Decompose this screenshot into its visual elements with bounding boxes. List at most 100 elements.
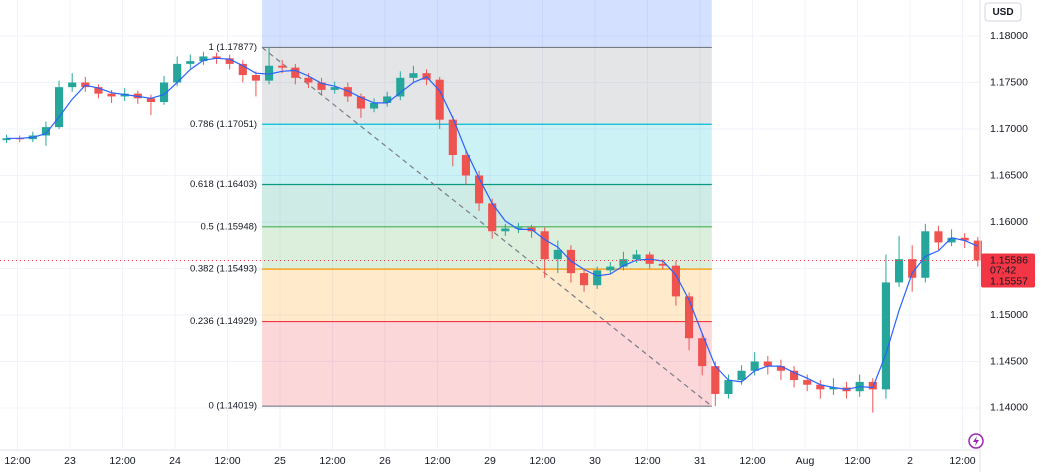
candle-body: [934, 231, 943, 243]
fib-level-label: 1 (1.17877): [208, 42, 257, 53]
candle-body: [488, 203, 497, 232]
x-tick-label: 29: [484, 455, 496, 467]
candle-body: [671, 265, 681, 297]
candle-body: [238, 63, 247, 76]
candle-body: [606, 266, 615, 271]
candle-body: [776, 366, 786, 371]
candle-body: [317, 82, 326, 90]
fib-level-label: 0.786 (1.17051): [190, 119, 257, 130]
candle-body: [159, 82, 169, 103]
candle-body: [711, 366, 720, 395]
x-tick-label: 12:00: [844, 455, 870, 467]
candle-body: [186, 61, 195, 64]
fib-extension-band: [262, 0, 712, 48]
candle-body: [343, 87, 352, 97]
candle-body: [540, 231, 549, 260]
x-tick-label: 23: [64, 455, 76, 467]
last-price-box: [981, 253, 1035, 288]
x-tick-label: 24: [169, 455, 181, 467]
candle-body: [973, 240, 982, 261]
candles: [2, 47, 982, 413]
candle-body: [409, 73, 418, 78]
y-tick-label: 1.14000: [990, 402, 1028, 414]
candle-body: [461, 155, 471, 176]
candle-body: [579, 273, 589, 286]
candle-body: [803, 380, 812, 385]
candle-body: [789, 370, 799, 381]
x-tick-label: 12:00: [214, 455, 240, 467]
candle-body: [146, 98, 156, 103]
candle-body: [593, 270, 602, 286]
candle-body: [173, 63, 182, 83]
x-tick-label: 30: [589, 455, 601, 467]
moving-average: [6, 57, 979, 391]
candle-body: [881, 282, 891, 390]
candle-body: [291, 67, 300, 78]
candle-body: [501, 228, 510, 232]
fib-band: [262, 269, 712, 322]
candle-body: [94, 87, 103, 94]
candle-body: [921, 231, 930, 278]
last-price-label: 1.15586: [990, 254, 1028, 266]
candle-body: [829, 387, 838, 390]
currency-box[interactable]: [984, 2, 1022, 22]
y-tick-label: 1.18000: [990, 30, 1028, 42]
fib-band: [262, 226, 712, 270]
x-tick-label: 12:00: [319, 455, 345, 467]
candle-body: [369, 102, 379, 109]
fib-level-label: 0 (1.14019): [208, 401, 257, 412]
candle-body: [225, 58, 234, 64]
x-tick-label: 26: [379, 455, 391, 467]
bolt-icon[interactable]: [968, 433, 984, 449]
fib-retracement: 1 (1.17877) 0.786 (1.17051) 0.618 (1.16403…: [190, 0, 713, 412]
candle-body: [396, 77, 405, 97]
candle-body: [737, 370, 746, 381]
x-tick-label: 12:00: [424, 455, 450, 467]
candle-body: [619, 259, 628, 267]
candle-body: [264, 65, 274, 81]
fib-level-label: 0.382 (1.15493): [190, 264, 257, 275]
candle-body: [68, 82, 77, 88]
fib-band: [262, 321, 712, 407]
fib-level-label: 0.618 (1.16403): [190, 179, 257, 190]
candle-body: [54, 87, 64, 128]
candle-body: [698, 338, 707, 367]
fib-band: [262, 184, 712, 227]
y-tick-label: 1.16500: [990, 169, 1028, 181]
candle-body: [658, 263, 667, 266]
y-tick-label: 1.16000: [990, 216, 1028, 228]
fib-level-label: 0.5 (1.15948): [201, 221, 258, 232]
candle-body: [212, 56, 221, 59]
x-tick-label: 12:00: [949, 455, 975, 467]
candle-body: [816, 384, 825, 390]
countdown-label: 07:42: [990, 264, 1016, 276]
candle-body: [304, 77, 313, 83]
candle-body: [330, 87, 339, 90]
y-tick-label: 1.15000: [990, 309, 1028, 321]
y-tick-label: 1.17000: [990, 123, 1028, 135]
candle-body: [514, 227, 523, 229]
x-tick-label: Aug: [796, 455, 815, 467]
x-tick-label: 2: [907, 455, 913, 467]
y-tick-label: 1.17500: [990, 76, 1028, 88]
fib-band: [262, 47, 712, 125]
candle-body: [868, 381, 877, 390]
candle-body: [435, 79, 444, 120]
x-tick-label: 12:00: [4, 455, 30, 467]
x-tick-label: 12:00: [634, 455, 660, 467]
candle-body: [41, 127, 51, 136]
fib-trend-line: [261, 46, 713, 407]
currency: USD: [992, 7, 1013, 18]
candle-body: [908, 259, 917, 278]
candle-body: [684, 296, 694, 339]
candle-body: [960, 237, 969, 241]
candle-body: [356, 96, 366, 109]
candle-body: [763, 361, 772, 367]
x-tick-label: 12:00: [739, 455, 765, 467]
fib-level-label: 0.236 (1.14929): [190, 316, 257, 327]
x-tick-label: 12:00: [109, 455, 135, 467]
candle-body: [107, 93, 116, 97]
candle-body: [199, 56, 208, 62]
